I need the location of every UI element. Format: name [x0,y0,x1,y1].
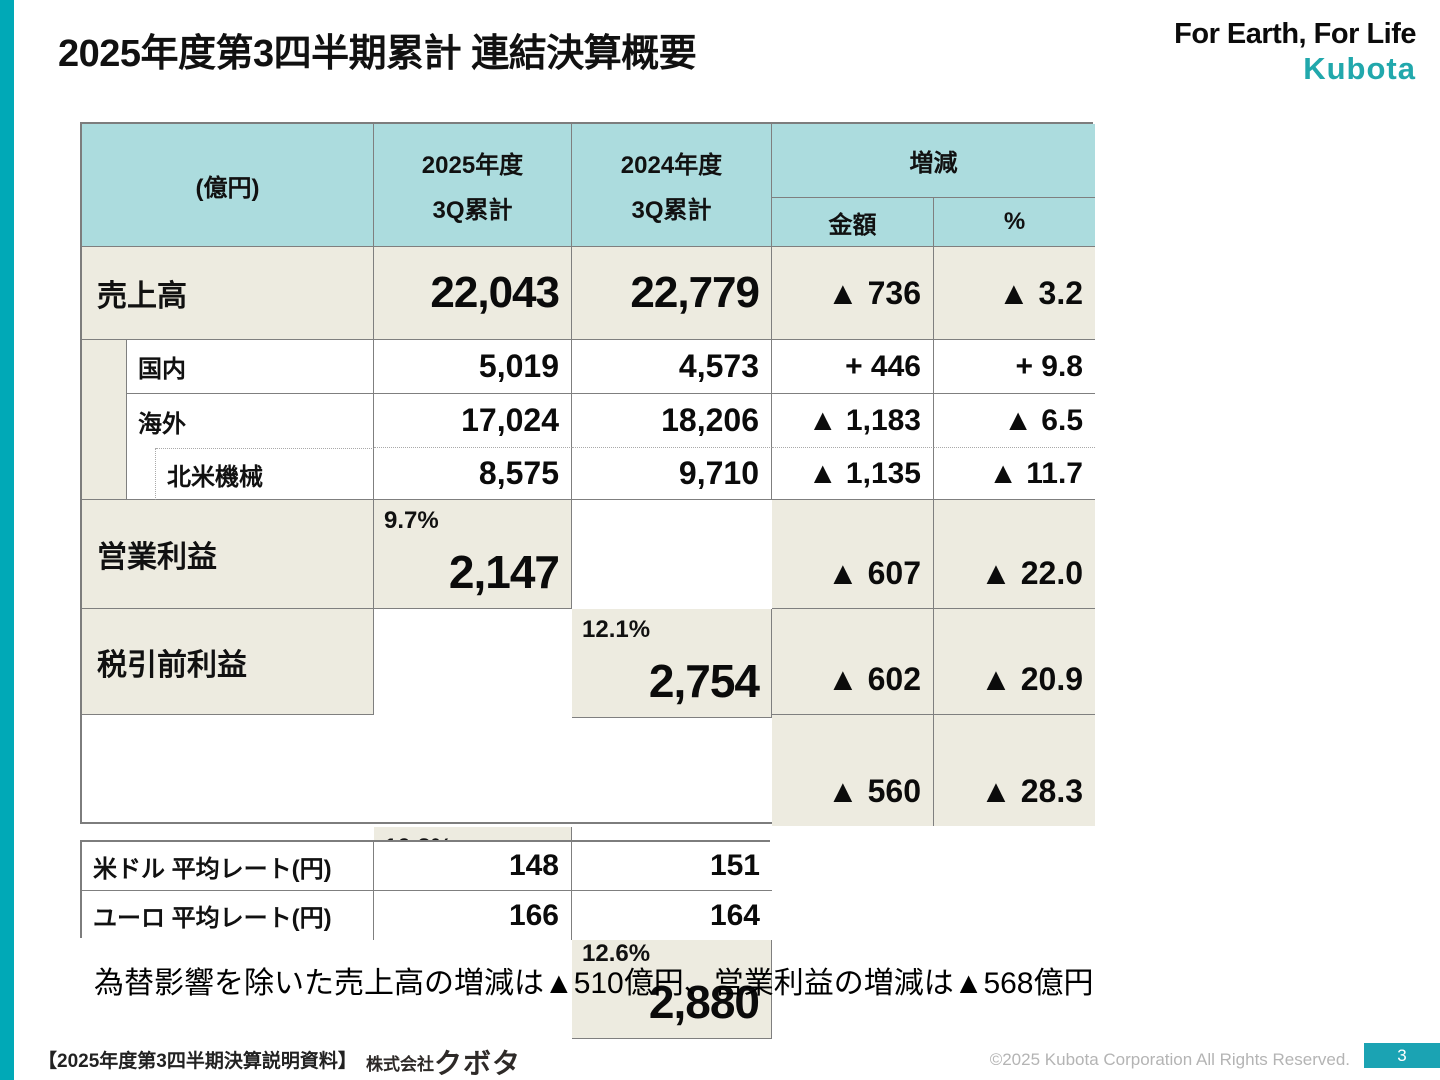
row-domestic-change-percent: + 9.8 [934,340,1095,394]
row-pretax-v2024-cell: 12.6% 2,880 [572,933,772,1039]
row-pretax-margin2024: 12.6% [582,940,651,967]
row-operating-margin2025: 9.7% [384,507,439,534]
row-domestic-v2024: 4,573 [572,340,772,394]
footer-company-prefix: 株式会社 [366,1055,434,1074]
header-change-percent: % [934,198,1095,247]
row-na-machinery-change-percent: ▲ 11.7 [934,448,1095,500]
row-operating-margin2024: 12.1% [582,616,651,643]
row-pretax-change-percent: ▲ 20.9 [934,609,1095,715]
header-change-amount: 金額 [772,198,934,247]
row-sales-label: 売上高 [82,247,374,340]
row-operating-v2024-cell: 12.1% 2,754 [572,609,772,718]
header-fy2025: 2025年度 3Q累計 [374,124,572,247]
sub-row-indent-gutter [82,340,127,500]
row-eur-label: ユーロ 平均レート(円) [82,891,374,940]
page-number-badge: 3 [1364,1043,1440,1068]
row-pretax-change-amount: ▲ 602 [772,609,934,715]
header-change: 増減 [772,124,1095,198]
fx-rate-table: 米ドル 平均レート(円) 148 151 ユーロ 平均レート(円) 166 16… [80,840,772,940]
row-overseas-label: 海外 [127,394,374,448]
row-na-machinery-v2025: 8,575 [374,448,572,500]
header-fy2025-line1: 2025年度 [421,151,524,179]
page-title: 2025年度第3四半期累計 連結決算概要 [58,33,697,75]
footer-company-logo: 株式会社クボタ [366,1042,521,1080]
row-sales-change-percent: ▲ 3.2 [934,247,1095,340]
left-accent-bar [0,0,14,1080]
row-usd-v2025: 148 [374,842,572,891]
row-pretax-label: 税引前利益 [82,609,374,715]
row-na-machinery-v2024: 9,710 [572,448,772,500]
row-overseas-v2024: 18,206 [572,394,772,448]
row-pretax-v2024: 2,880 [648,976,760,1028]
row-na-machinery-change-amount: ▲ 1,135 [772,448,934,500]
sub-sub-row-indent-gutter [127,448,156,500]
header-fy2025-line2: 3Q累計 [432,197,513,225]
brand-block: For Earth, For Life Kubota [1174,18,1416,87]
row-sales-v2024: 22,779 [572,247,772,340]
row-domestic-v2025: 5,019 [374,340,572,394]
row-sales-v2025: 22,043 [374,247,572,340]
row-sales-change-amount: ▲ 736 [772,247,934,340]
row-operating-v2025: 2,147 [448,546,560,598]
row-domestic-label: 国内 [127,340,374,394]
footer-company-name: クボタ [434,1048,522,1079]
copyright-text: ©2025 Kubota Corporation All Rights Rese… [989,1050,1350,1069]
row-operating-v2024: 2,754 [648,655,760,707]
row-overseas-change-amount: ▲ 1,183 [772,394,934,448]
row-operating-v2025-cell: 9.7% 2,147 [374,500,572,609]
header-fy2024-line2: 3Q累計 [631,197,712,225]
row-domestic-change-amount: + 446 [772,340,934,394]
row-operating-change-amount: ▲ 607 [772,500,934,609]
row-net-change-amount: ▲ 560 [772,715,934,826]
row-usd-v2024: 151 [572,842,772,891]
financial-summary-table: (億円) 2025年度 3Q累計 2024年度 3Q累計 増減 金額 % 売上高… [80,122,1095,1039]
row-overseas-change-percent: ▲ 6.5 [934,394,1095,448]
row-usd-label: 米ドル 平均レート(円) [82,842,374,891]
row-net-change-percent: ▲ 28.3 [934,715,1095,826]
row-eur-v2025: 166 [374,891,572,940]
row-operating-label: 営業利益 [82,500,374,609]
brand-tagline: For Earth, For Life [1174,18,1416,50]
row-operating-change-percent: ▲ 22.0 [934,500,1095,609]
header-fy2024-line1: 2024年度 [620,151,723,179]
row-na-machinery-label: 北米機械 [156,448,374,500]
row-eur-v2024: 164 [572,891,772,940]
kubota-logo: Kubota [1303,51,1416,86]
header-fy2024: 2024年度 3Q累計 [572,124,772,247]
fx-impact-note: 為替影響を除いた売上高の増減は▲510億円、営業利益の増減は▲568億円 [94,967,1094,1000]
row-overseas-v2025: 17,024 [374,394,572,448]
header-unit: (億円) [82,124,374,247]
footer-doc-label: 【2025年度第3四半期決算説明資料】 [38,1051,357,1072]
